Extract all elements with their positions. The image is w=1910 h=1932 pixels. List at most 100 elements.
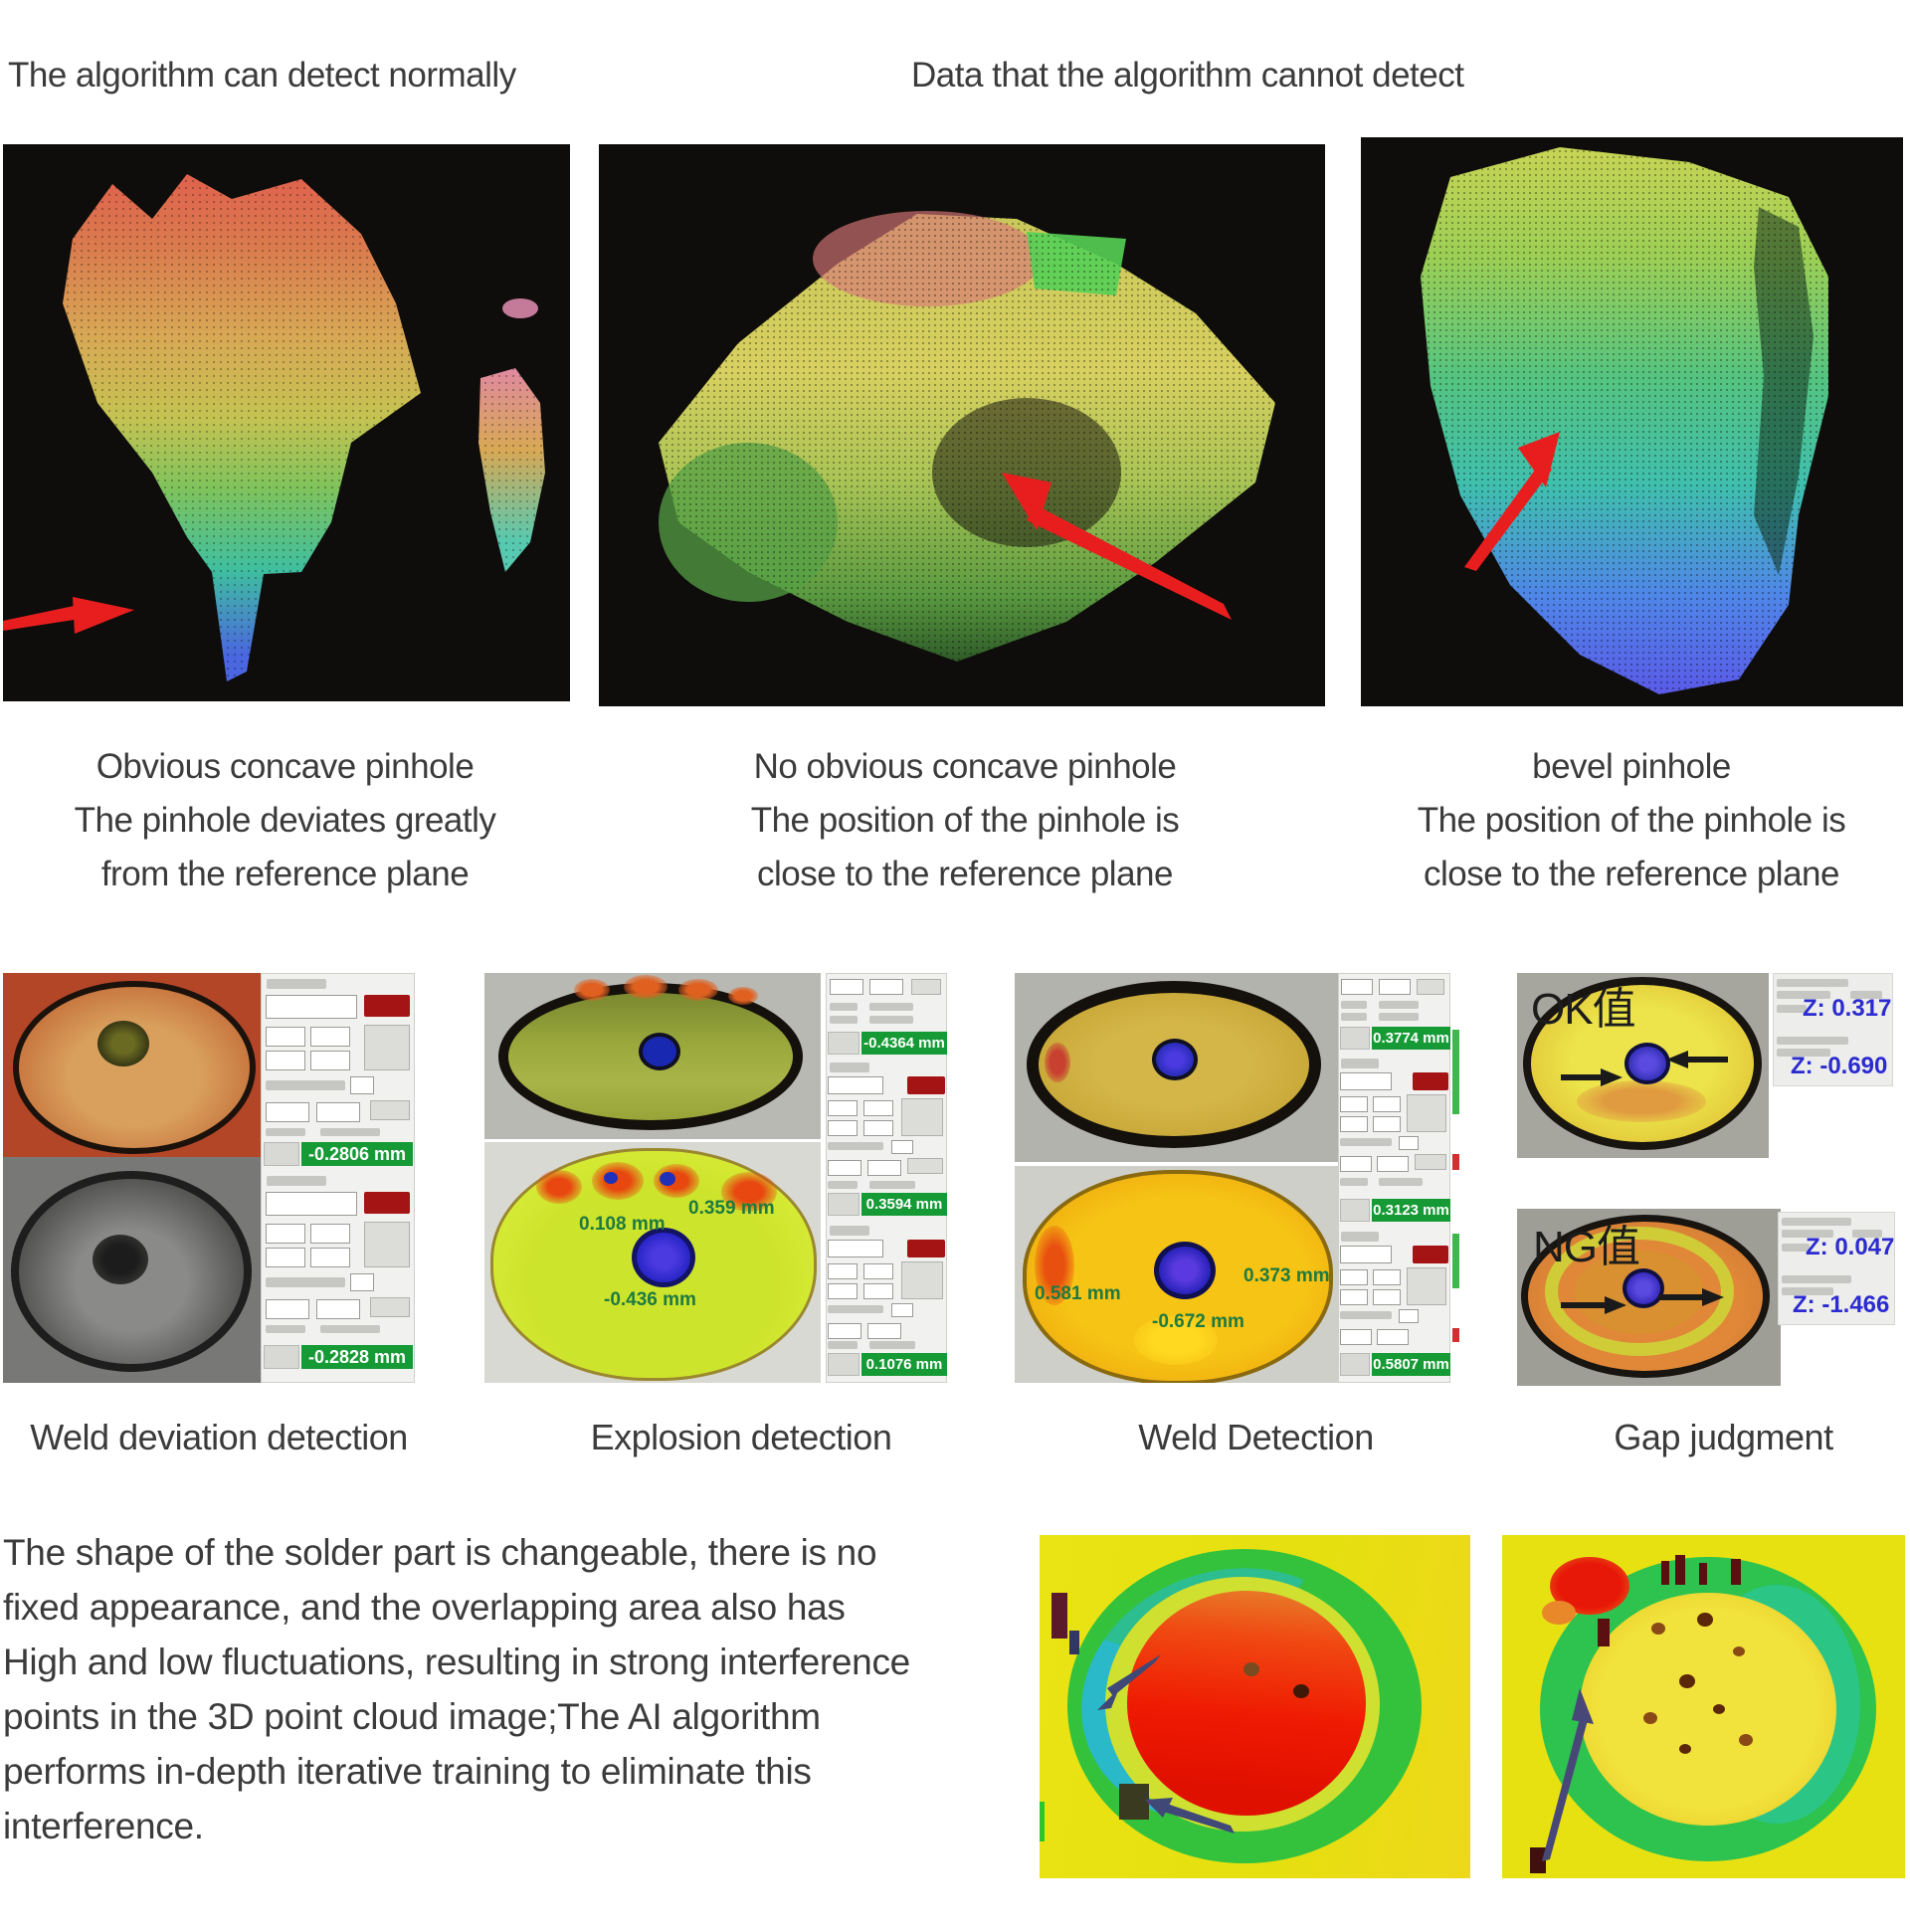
ui-input (310, 1224, 350, 1244)
ui-input (1340, 1156, 1372, 1172)
caption-gap-judgment: Gap judgment (1614, 1417, 1833, 1457)
pointcloud-image-normal (3, 144, 570, 701)
caption-line: close to the reference plane (757, 855, 1173, 893)
explosion-spot (678, 979, 718, 1001)
orange-blob (1542, 1601, 1576, 1625)
weld-nugget (13, 981, 256, 1154)
ui-gray-button (364, 1222, 410, 1267)
result-label (264, 1345, 299, 1369)
caption-weld-detection: Weld Detection (1138, 1417, 1374, 1457)
weld-detect-heatmap: 0.581 mm 0.373 mm -0.672 mm (1015, 1166, 1338, 1383)
ui-text-blur (830, 1063, 869, 1072)
ui-text-blur (828, 1142, 883, 1150)
result-label (828, 1193, 860, 1216)
ui-input (1379, 979, 1411, 995)
pinhole-dot (660, 1172, 675, 1186)
ui-red-button (907, 1076, 945, 1094)
z-value: Z: -1.466 (1793, 1291, 1890, 1318)
measure-annotation: 0.359 mm (688, 1198, 775, 1219)
ui-text-blur (320, 1325, 380, 1333)
hot-spot (536, 1170, 582, 1204)
ui-text-blur (1777, 1005, 1807, 1013)
hot-spot (721, 1172, 777, 1212)
body-text-line: performs in-depth iterative training to … (3, 1751, 812, 1792)
debris-dot (1679, 1674, 1695, 1688)
ui-text-blur (267, 1176, 326, 1186)
ui-text-blur (828, 1305, 883, 1313)
ui-gray-button (901, 1098, 943, 1136)
ok-value-label: OK值 (1531, 985, 1636, 1034)
ui-input (863, 1263, 893, 1279)
ui-input (266, 1224, 305, 1244)
black-arrow-right-icon (1561, 1296, 1626, 1314)
dark-mark (1598, 1619, 1610, 1646)
ui-text-blur (1850, 991, 1882, 999)
debris-dot (1679, 1744, 1691, 1754)
caption-pointcloud-1: Obvious concave pinhole The pinhole devi… (0, 740, 570, 901)
measure-annotation: -0.436 mm (604, 1289, 696, 1310)
caption-pointcloud-2: No obvious concave pinhole The position … (617, 740, 1313, 901)
edge-strip-red (1452, 1154, 1459, 1170)
ui-input (828, 1263, 858, 1279)
ui-text-blur (1341, 1232, 1379, 1242)
ui-input (869, 979, 903, 995)
dark-mark (1069, 1631, 1079, 1654)
result-label (828, 1353, 860, 1376)
ui-input (266, 995, 357, 1019)
result-value: 0.3774 mm (1372, 1027, 1450, 1050)
ui-text-blur (1782, 1218, 1851, 1226)
debris-dot (1293, 1684, 1309, 1698)
ui-input (828, 1323, 861, 1339)
z-value: Z: 0.047 (1806, 1234, 1895, 1260)
body-text-line: interference. (3, 1806, 204, 1846)
pinhole (639, 1033, 680, 1070)
body-text-line: The shape of the solder part is changeab… (3, 1532, 877, 1573)
ui-input (863, 1120, 893, 1136)
ui-text-blur (830, 1226, 869, 1236)
ui-text-blur (1777, 979, 1848, 987)
weld-defect-blob-gray (93, 1235, 148, 1284)
caption-line: bevel pinhole (1532, 747, 1731, 786)
caption-weld-deviation: Weld deviation detection (30, 1417, 408, 1457)
pointcloud-render-1 (3, 174, 545, 681)
caption-explosion: Explosion detection (590, 1417, 892, 1457)
ui-text-blur (266, 1325, 305, 1333)
ui-gray-button (370, 1100, 410, 1120)
debris-dot (1733, 1646, 1745, 1656)
ui-text-blur (869, 1181, 915, 1189)
hot-spot (1035, 1226, 1074, 1305)
explosion-spot (624, 975, 668, 999)
ui-input (830, 979, 863, 995)
z-value: Z: -0.690 (1791, 1053, 1888, 1079)
inner-yellow (1580, 1593, 1836, 1826)
debris-dot (1739, 1734, 1753, 1746)
pinhole (1152, 1039, 1198, 1080)
ui-text-blur (869, 1341, 915, 1349)
ui-input (316, 1299, 360, 1319)
explosion-spot (574, 979, 610, 1001)
result-value: -0.2828 mm (301, 1345, 413, 1369)
ui-gray-button (907, 1158, 943, 1174)
pointcloud-render-3 (1421, 147, 1828, 694)
result-value: -0.4364 mm (861, 1032, 947, 1055)
red-arrow-icon (3, 597, 134, 634)
ui-input (1340, 1246, 1392, 1263)
ui-text-blur (266, 1277, 345, 1287)
ui-red-button (364, 1192, 410, 1214)
dark-mark (1675, 1555, 1685, 1585)
measure-annotation: 0.581 mm (1035, 1283, 1121, 1304)
ui-input (891, 1303, 913, 1317)
ui-input (1340, 1289, 1368, 1305)
dark-mark (1119, 1784, 1149, 1820)
orange-zone (1577, 1080, 1706, 1122)
pinhole-dot (604, 1172, 618, 1184)
ui-input (1340, 1329, 1372, 1345)
weld-defect-blob (97, 1021, 149, 1066)
ui-input (350, 1273, 374, 1291)
ui-red-button (1413, 1072, 1448, 1090)
dark-mark (1661, 1561, 1669, 1585)
red-arrow-icon (1464, 432, 1560, 571)
ui-gray-button (911, 979, 941, 995)
edge-strip-green (1452, 1030, 1459, 1114)
